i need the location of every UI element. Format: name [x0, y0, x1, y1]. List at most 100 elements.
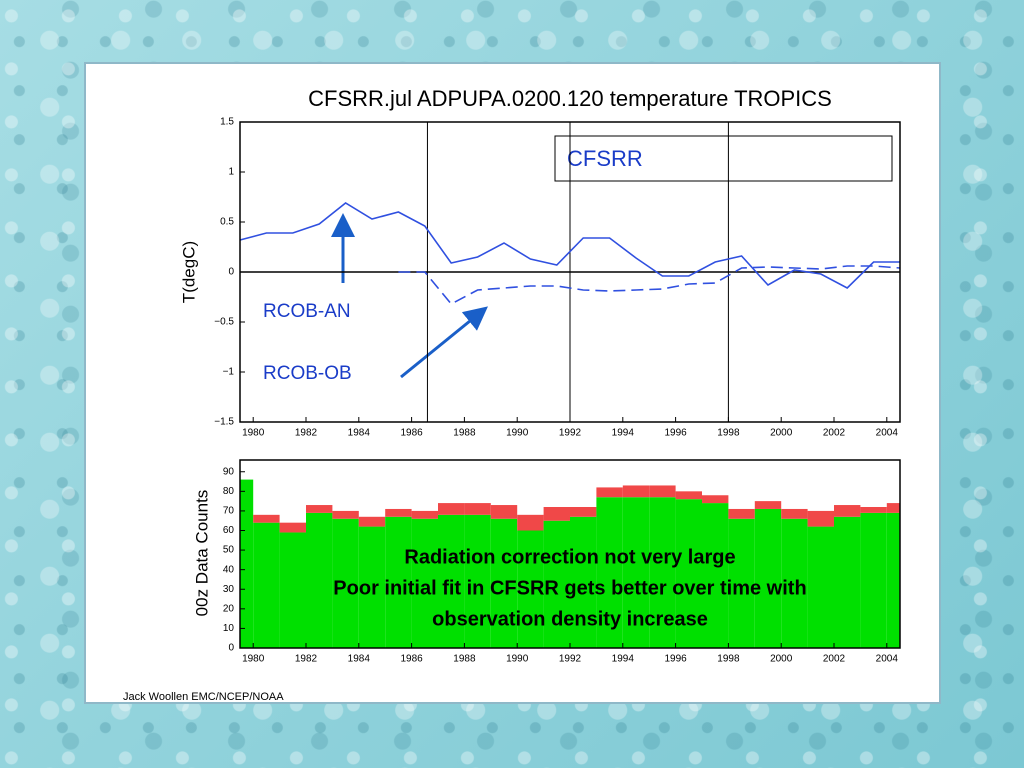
x-tick-label: 1988	[453, 428, 476, 439]
y-tick-label: 30	[223, 584, 235, 595]
bar-segment	[702, 495, 729, 504]
bar-segment	[886, 512, 900, 648]
x-tick-label: 1996	[664, 428, 687, 439]
bar-segment	[781, 508, 808, 519]
y-tick-label: 0	[228, 267, 234, 278]
bar-segment	[306, 512, 333, 648]
bar-segment	[332, 518, 359, 648]
bar-segment	[596, 497, 623, 648]
bar-segment	[728, 508, 755, 519]
x-tick-label: 1982	[295, 428, 318, 439]
bar-segment	[807, 510, 834, 527]
x-tick-label: 1992	[559, 428, 582, 439]
bar-segment	[240, 479, 254, 648]
y-tick-label: 90	[223, 466, 235, 477]
x-tick-label: 1986	[400, 428, 423, 439]
bar-segment	[649, 497, 676, 648]
annotation: observation density increase	[432, 608, 708, 630]
y-tick-label: 0.5	[220, 217, 234, 228]
y-tick-label: 20	[223, 603, 235, 614]
bar-segment	[385, 508, 412, 517]
chart-title: CFSRR.jul ADPUPA.0200.120 temperature TR…	[308, 86, 832, 111]
footer: Jack Woollen EMC/NCEP/NOAA	[123, 691, 284, 703]
bar-segment	[490, 518, 518, 648]
bar-segment	[279, 532, 306, 648]
y-tick-label: 60	[223, 525, 235, 536]
x-tick-label: 1980	[242, 428, 265, 439]
bar-segment	[675, 491, 702, 500]
x-tick-label: 1986	[400, 654, 423, 665]
annotation: Radiation correction not very large	[404, 546, 735, 568]
annotation: Poor initial fit in CFSRR gets better ov…	[333, 577, 806, 599]
bar-segment	[253, 522, 280, 648]
x-tick-label: 1984	[348, 428, 371, 439]
x-tick-label: 2002	[823, 428, 846, 439]
bar-segment	[464, 503, 491, 515]
x-tick-label: 1990	[506, 654, 529, 665]
x-tick-label: 1984	[348, 654, 371, 665]
bar-segment	[807, 526, 834, 648]
bar-segment	[411, 518, 438, 648]
x-tick-label: 1980	[242, 654, 265, 665]
bar-segment	[596, 487, 623, 498]
bar-segment	[517, 530, 544, 648]
bar-segment	[411, 510, 438, 519]
x-tick-label: 1998	[717, 428, 740, 439]
y-tick-label: 1.5	[220, 117, 234, 128]
x-tick-label: 2000	[770, 654, 793, 665]
x-tick-label: 1994	[612, 428, 635, 439]
y-tick-label: 50	[223, 545, 235, 556]
legend-label: CFSRR	[567, 146, 643, 171]
charts: −1.5 −1 −0.5 0 0.5 1 1.5 1980 1982 1984 1986 1988 19…	[214, 117, 901, 665]
bar-segment	[517, 514, 544, 531]
bar-segment	[886, 503, 900, 513]
line-series	[239, 202, 900, 289]
annotation: RCOB-AN	[263, 301, 351, 322]
y-tick-label: 0	[228, 643, 234, 654]
bar-segment	[834, 505, 861, 517]
bar-segment	[358, 526, 386, 648]
x-tick-label: 2002	[823, 654, 846, 665]
bar-segment	[306, 505, 333, 513]
x-tick-label: 1992	[559, 654, 582, 665]
x-tick-label: 1996	[664, 654, 687, 665]
bar-segment	[728, 518, 755, 648]
line-series	[398, 265, 901, 306]
bar-segment	[332, 510, 359, 519]
bar-segment	[438, 503, 465, 515]
y-axis-label: 00z Data Counts	[192, 490, 211, 617]
y-axis-label: T(degC)	[179, 241, 198, 303]
legend-box	[554, 135, 893, 182]
bar-segment	[385, 516, 412, 648]
annotations: Radiation correction not very large Poor …	[333, 546, 806, 630]
bar-segment	[622, 497, 650, 648]
x-tick-label: 2000	[770, 428, 793, 439]
bar-segment	[754, 501, 782, 509]
bar-segment	[570, 507, 597, 517]
bar-segment	[754, 508, 782, 648]
arrow	[400, 306, 488, 379]
x-tick-label: 1994	[612, 654, 635, 665]
x-tick-label: 1990	[506, 428, 529, 439]
y-tick-label: −1	[223, 367, 235, 378]
annotation: RCOB-OB	[263, 363, 352, 384]
bar-segment	[464, 514, 491, 648]
x-tick-label: 2004	[876, 428, 899, 439]
y-tick-label: 1	[228, 167, 234, 178]
bar-segment	[781, 518, 808, 648]
y-tick-label: 10	[223, 623, 235, 634]
bar-segment	[834, 516, 861, 648]
y-tick-label: −1.5	[214, 417, 234, 428]
bar-segment	[622, 485, 650, 498]
y-tick-label: 40	[223, 564, 235, 575]
bar-segment	[543, 507, 570, 521]
bar-segment	[358, 516, 386, 527]
x-tick-label: 2004	[876, 654, 899, 665]
x-tick-label: 1998	[717, 654, 740, 665]
bar-segment	[860, 512, 887, 648]
y-tick-label: −0.5	[214, 317, 234, 328]
x-tick-label: 1982	[295, 654, 318, 665]
y-tick-label: 70	[223, 506, 235, 517]
